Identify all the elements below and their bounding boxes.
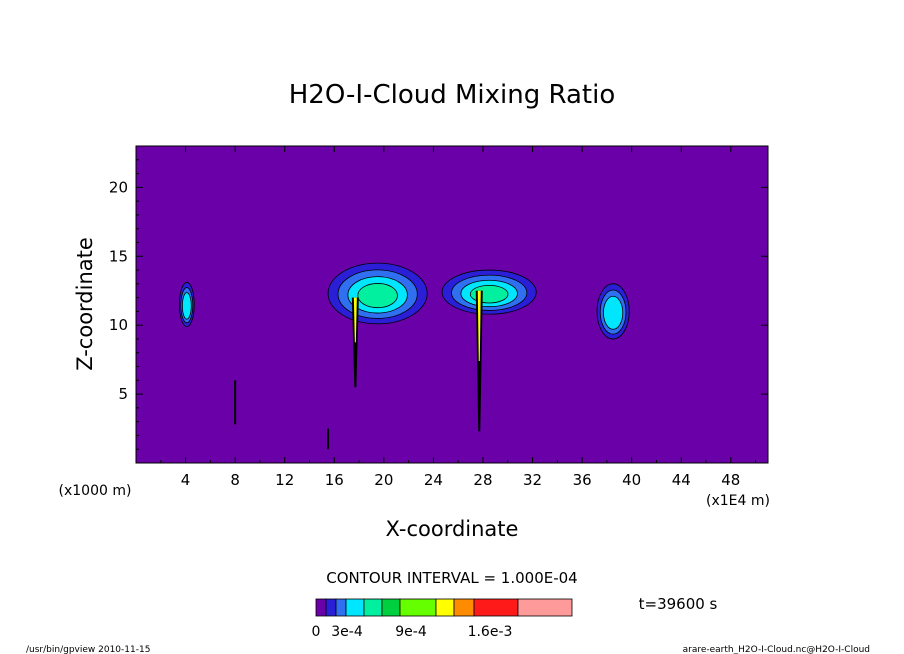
colorbar-swatch-0 xyxy=(315,598,327,617)
x-tick-label: 44 xyxy=(672,471,691,489)
colorbar-label-0: 0 xyxy=(312,624,321,640)
x-tick-label: 28 xyxy=(473,471,492,489)
x-axis-label: X-coordinate xyxy=(386,517,519,541)
x-unit-right: (x1E4 m) xyxy=(706,493,770,509)
shaft-core-1 xyxy=(477,290,481,362)
y-tick-label: 5 xyxy=(118,385,128,403)
plot-frame xyxy=(135,145,769,464)
colorbar xyxy=(315,598,573,617)
time-label: t=39600 s xyxy=(639,595,718,613)
plot-area xyxy=(135,145,769,464)
shaft-core-0 xyxy=(353,297,357,343)
x-unit-left: (x1000 m) xyxy=(59,483,132,499)
x-tick-label: 36 xyxy=(573,471,592,489)
cloud-1-level-3 xyxy=(357,283,398,309)
colorbar-swatch-1 xyxy=(325,598,337,617)
x-tick-label: 24 xyxy=(424,471,443,489)
footer-right: arare-earth_H2O-I-Cloud.nc@H2O-I-Cloud xyxy=(683,645,870,654)
y-tick-label: 10 xyxy=(109,316,128,334)
contour-interval: CONTOUR INTERVAL = 1.000E-04 xyxy=(326,569,577,587)
y-tick-label: 20 xyxy=(109,178,128,196)
colorbar-swatch-9 xyxy=(473,598,519,617)
colorbar-swatch-10 xyxy=(517,598,573,617)
x-tick-label: 12 xyxy=(275,471,294,489)
x-axis: 4 8 12 16 20 24 28 32 36 40 44 48 xyxy=(160,146,757,489)
x-tick-label: 20 xyxy=(374,471,393,489)
colorbar-label-2: 9e-4 xyxy=(395,624,427,640)
x-tick-label: 48 xyxy=(721,471,740,489)
x-tick-label: 16 xyxy=(325,471,344,489)
y-axis-label: Z-coordinate xyxy=(73,237,97,371)
chart-title: H2O-I-Cloud Mixing Ratio xyxy=(289,80,616,110)
colorbar-swatch-2 xyxy=(335,598,347,617)
colorbar-label-1: 3e-4 xyxy=(331,624,363,640)
y-axis: 5 10 15 20 xyxy=(109,159,768,450)
cloud-0-level-2 xyxy=(181,292,192,320)
x-tick-label: 8 xyxy=(230,471,240,489)
colorbar-swatch-7 xyxy=(435,598,455,617)
x-tick-label: 32 xyxy=(523,471,542,489)
colorbar-swatch-5 xyxy=(381,598,401,617)
footer-left: /usr/bin/gpview 2010-11-15 xyxy=(26,645,150,654)
x-tick-label: 4 xyxy=(181,471,191,489)
colorbar-swatch-8 xyxy=(453,598,475,617)
colorbar-swatch-6 xyxy=(399,598,437,617)
colorbar-swatch-3 xyxy=(345,598,365,617)
colorbar-label-3: 1.6e-3 xyxy=(468,624,513,640)
colorbar-swatch-4 xyxy=(363,598,383,617)
colorbar-labels: 0 3e-4 9e-4 1.6e-3 xyxy=(312,624,513,640)
y-tick-label: 15 xyxy=(109,247,128,265)
cloud-3-level-2 xyxy=(603,295,624,330)
x-tick-label: 40 xyxy=(622,471,641,489)
